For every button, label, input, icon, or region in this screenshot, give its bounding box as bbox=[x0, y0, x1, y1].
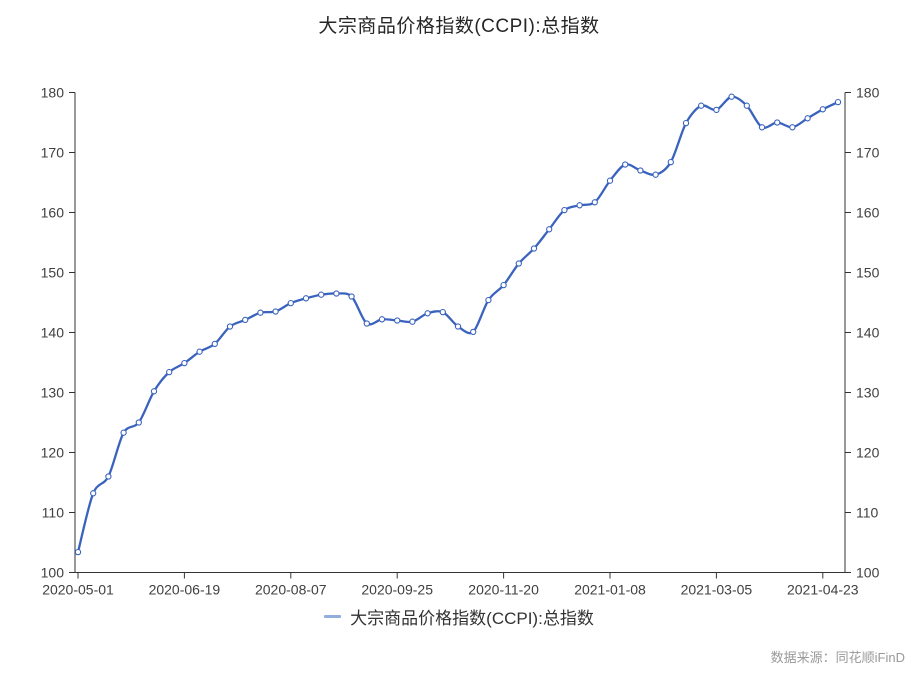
data-point-marker bbox=[576, 202, 583, 209]
data-point-marker bbox=[728, 93, 735, 100]
data-point-marker bbox=[698, 102, 705, 109]
data-point-marker bbox=[333, 290, 340, 297]
data-point-marker bbox=[561, 206, 568, 214]
data-point-marker bbox=[500, 281, 507, 289]
data-point-marker bbox=[196, 348, 203, 355]
x-tick-label: 2020-08-07 bbox=[255, 582, 327, 598]
data-point-marker bbox=[652, 171, 659, 178]
data-point-marker bbox=[74, 548, 82, 556]
data-point-marker bbox=[774, 119, 781, 126]
data-point-marker bbox=[302, 295, 310, 302]
data-point-marker bbox=[454, 323, 462, 330]
y-tick-label-right: 150 bbox=[856, 265, 880, 281]
y-tick-label-right: 170 bbox=[856, 145, 880, 161]
y-tick-label-right: 120 bbox=[856, 445, 880, 461]
data-point-marker bbox=[515, 260, 522, 267]
data-point-marker bbox=[90, 490, 97, 497]
data-point-marker bbox=[713, 106, 720, 114]
data-point-marker bbox=[530, 245, 538, 252]
data-point-marker bbox=[150, 388, 158, 395]
legend[interactable]: 大宗商品价格指数(CCPI):总指数 bbox=[0, 603, 918, 629]
legend-line-marker-icon bbox=[324, 614, 342, 618]
y-tick-label-left: 120 bbox=[41, 445, 65, 461]
data-point-marker bbox=[272, 308, 279, 315]
x-tick-label: 2021-01-08 bbox=[574, 582, 646, 598]
y-tick-label-right: 140 bbox=[856, 325, 880, 341]
x-tick-label: 2021-04-23 bbox=[787, 582, 859, 598]
y-tick-label-left: 170 bbox=[41, 145, 65, 161]
data-point-marker bbox=[637, 167, 644, 174]
x-tick-label: 2020-05-01 bbox=[42, 582, 114, 598]
chart-title: 大宗商品价格指数(CCPI):总指数 bbox=[318, 16, 600, 37]
legend-series-label: 大宗商品价格指数(CCPI):总指数 bbox=[350, 608, 594, 628]
data-point-marker bbox=[409, 318, 416, 325]
data-point-marker bbox=[181, 359, 188, 367]
y-tick-label-right: 110 bbox=[856, 505, 879, 521]
data-point-marker bbox=[257, 309, 264, 316]
data-point-marker bbox=[485, 296, 492, 304]
y-tick-label-left: 180 bbox=[41, 85, 65, 101]
axis-frame bbox=[74, 92, 846, 573]
data-point-marker bbox=[242, 316, 249, 324]
data-point-marker bbox=[394, 317, 401, 324]
data-point-marker bbox=[546, 226, 553, 233]
data-point-marker bbox=[758, 124, 766, 131]
y-tick-label-left: 160 bbox=[41, 205, 65, 221]
data-point-marker bbox=[667, 158, 674, 166]
data-point-marker bbox=[804, 115, 811, 122]
y-tick-label-left: 100 bbox=[41, 565, 65, 581]
data-point-marker bbox=[105, 473, 112, 480]
y-tick-label-left: 110 bbox=[42, 505, 65, 521]
data-point-marker bbox=[834, 98, 842, 106]
data-point-marker bbox=[135, 419, 142, 426]
y-tick-label-left: 150 bbox=[41, 265, 65, 281]
data-point-marker bbox=[166, 368, 173, 376]
y-tick-label-right: 100 bbox=[856, 565, 880, 581]
y-tick-label-right: 180 bbox=[856, 85, 880, 101]
data-point-marker bbox=[348, 293, 355, 300]
data-point-marker bbox=[424, 310, 431, 317]
data-point-marker bbox=[743, 102, 750, 109]
data-point-marker bbox=[606, 177, 614, 184]
x-tick-label: 2020-06-19 bbox=[149, 582, 221, 598]
data-source-note: 数据来源：同花顺iFinD bbox=[770, 650, 905, 665]
data-point-marker bbox=[591, 199, 598, 206]
data-point-marker bbox=[287, 299, 294, 307]
x-tick-label: 2021-03-05 bbox=[681, 582, 753, 598]
x-tick-label: 2020-11-20 bbox=[468, 582, 539, 598]
y-tick-label-left: 140 bbox=[41, 325, 65, 341]
x-tick-label: 2020-09-25 bbox=[361, 582, 433, 598]
y-tick-label-right: 160 bbox=[856, 205, 880, 221]
data-point-marker bbox=[378, 316, 386, 323]
data-point-marker bbox=[439, 308, 446, 316]
data-point-marker bbox=[120, 429, 127, 436]
data-point-marker bbox=[622, 161, 629, 168]
data-point-marker bbox=[819, 106, 826, 113]
y-tick-label-right: 130 bbox=[856, 385, 880, 401]
data-point-marker bbox=[470, 328, 477, 336]
data-point-marker bbox=[211, 340, 218, 348]
data-point-marker bbox=[226, 323, 234, 330]
data-point-marker bbox=[682, 119, 690, 127]
y-tick-label-left: 130 bbox=[41, 385, 65, 401]
data-point-marker bbox=[363, 320, 370, 327]
data-point-marker bbox=[789, 124, 796, 131]
data-point-marker bbox=[318, 291, 325, 298]
